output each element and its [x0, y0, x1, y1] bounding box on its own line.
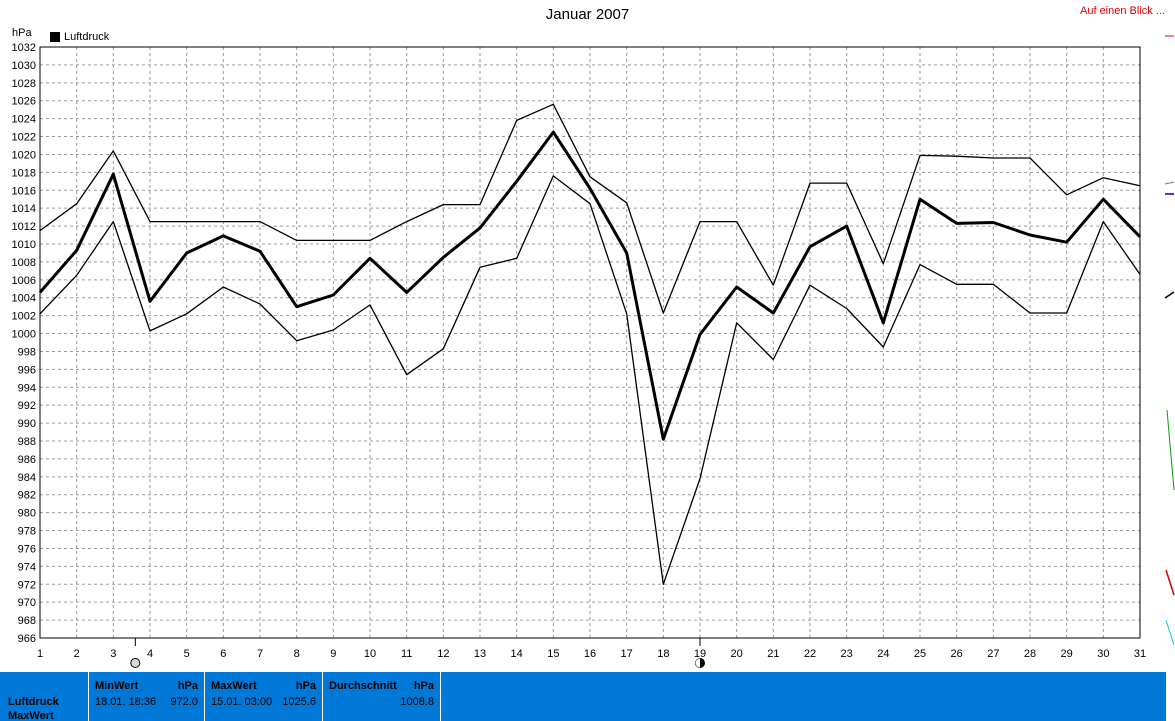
- y-tick-label: 994: [18, 382, 36, 394]
- y-tick-label: 974: [18, 561, 36, 573]
- max-value-cell: MaxWert hPa 15.01. 03:00 1025.6: [205, 672, 323, 721]
- y-tick-label: 992: [18, 400, 36, 412]
- overview-link[interactable]: Auf einen Blick ...: [1080, 5, 1165, 17]
- y-tick-label: 1010: [12, 239, 36, 251]
- y-tick-label: 988: [18, 436, 36, 448]
- max-unit: hPa: [295, 680, 316, 692]
- x-tick-label: 21: [767, 648, 779, 660]
- y-tick-label: 1004: [12, 293, 36, 305]
- avg-head: Durchschnitt: [329, 680, 397, 692]
- row-label-luftdruck: Luftdruck: [8, 696, 59, 708]
- y-tick-label: 968: [18, 615, 36, 627]
- chart-legend: Luftdruck: [50, 31, 109, 43]
- x-tick-label: 3: [110, 648, 116, 660]
- y-tick-label: 1018: [12, 167, 36, 179]
- x-tick-label: 30: [1097, 648, 1109, 660]
- y-tick-label: 1000: [12, 329, 36, 341]
- x-tick-label: 15: [547, 648, 559, 660]
- legend-swatch: [50, 32, 60, 42]
- y-tick-label: 1012: [12, 221, 36, 233]
- y-tick-label: 972: [18, 579, 36, 591]
- plot-frame: [39, 46, 1141, 639]
- y-axis-unit: hPa: [12, 27, 32, 39]
- y-tick-label: 1002: [12, 311, 36, 323]
- y-tick-label: 996: [18, 364, 36, 376]
- y-tick-label: 984: [18, 472, 36, 484]
- row-label-maxwert: MaxWert: [8, 710, 54, 721]
- min-value: 972.0: [170, 696, 198, 708]
- x-tick-label: 13: [474, 648, 486, 660]
- x-tick-label: 4: [147, 648, 153, 660]
- x-tick-label: 26: [951, 648, 963, 660]
- y-tick-label: 986: [18, 454, 36, 466]
- x-tick-label: 2: [74, 648, 80, 660]
- y-tick-label: 998: [18, 346, 36, 358]
- y-tick-label: 1026: [12, 96, 36, 108]
- x-tick-label: 27: [987, 648, 999, 660]
- max-head: MaxWert: [211, 680, 257, 692]
- x-tick-label: 29: [1061, 648, 1073, 660]
- x-tick-label: 12: [437, 648, 449, 660]
- new-moon-icon: [130, 658, 141, 668]
- row-labels: Luftdruck MaxWert: [0, 672, 89, 721]
- avg-unit: hPa: [413, 680, 434, 692]
- y-tick-label: 982: [18, 490, 36, 502]
- x-tick-label: 18: [657, 648, 669, 660]
- x-tick-label: 6: [220, 648, 226, 660]
- x-tick-label: 5: [184, 648, 190, 660]
- min-head: MinWert: [95, 680, 139, 692]
- y-tick-label: 1032: [12, 42, 36, 54]
- min-value-cell: MinWert hPa 18.01. 18:36 972.0: [89, 672, 205, 721]
- x-tick-label: 14: [511, 648, 523, 660]
- x-tick-label: 7: [257, 648, 263, 660]
- series-line-mittel: [38, 130, 1142, 441]
- x-tick-label: 10: [364, 648, 376, 660]
- y-tick-label: 1008: [12, 257, 36, 269]
- x-tick-label: 24: [877, 648, 889, 660]
- y-tick-label: 1020: [12, 149, 36, 161]
- y-tick-label: 990: [18, 418, 36, 430]
- min-time: 18.01. 18:36: [95, 696, 157, 708]
- y-tick-label: 1014: [12, 203, 36, 215]
- avg-value: 1008.8: [400, 696, 434, 708]
- series-line-minimum: [39, 175, 1141, 585]
- average-cell: Durchschnitt hPa 1008.8: [323, 672, 441, 721]
- y-tick-label: 966: [18, 633, 36, 645]
- full-moon-shade: [695, 658, 700, 668]
- chart-title: Januar 2007: [545, 6, 630, 23]
- min-unit: hPa: [177, 680, 198, 692]
- max-value: 1025.6: [282, 696, 316, 708]
- x-tick-label: 8: [294, 648, 300, 660]
- y-tick-label: 1024: [12, 114, 36, 126]
- x-tick-label: 1: [37, 648, 43, 660]
- x-tick-label: 23: [841, 648, 853, 660]
- x-tick-label: 19: [694, 648, 706, 660]
- y-tick-label: 1022: [12, 132, 36, 144]
- x-tick-label: 31: [1134, 648, 1146, 660]
- y-tick-label: 976: [18, 543, 36, 555]
- y-tick-label: 1006: [12, 275, 36, 287]
- pressure-chart: 9669689709729749769789809829849869889909…: [12, 42, 1146, 668]
- y-tick-label: 970: [18, 597, 36, 609]
- max-time: 15.01. 03:00: [211, 696, 273, 708]
- info-bar: Luftdruck MaxWert MinWert hPa 18.01. 18:3…: [0, 672, 1166, 721]
- x-tick-label: 9: [330, 648, 336, 660]
- x-tick-label: 16: [584, 648, 596, 660]
- y-tick-label: 1028: [12, 78, 36, 90]
- x-tick-label: 22: [804, 648, 816, 660]
- series-line-maximum: [39, 103, 1141, 314]
- x-tick-label: 25: [914, 648, 926, 660]
- y-tick-label: 1030: [12, 60, 36, 72]
- x-tick-label: 17: [621, 648, 633, 660]
- x-tick-label: 28: [1024, 648, 1036, 660]
- legend-label: Luftdruck: [64, 31, 110, 43]
- x-tick-label: 11: [401, 648, 412, 660]
- y-tick-label: 1016: [12, 185, 36, 197]
- x-tick-label: 20: [731, 648, 743, 660]
- y-tick-label: 980: [18, 508, 36, 520]
- y-tick-label: 978: [18, 526, 36, 538]
- side-preview-marks: [1164, 35, 1175, 646]
